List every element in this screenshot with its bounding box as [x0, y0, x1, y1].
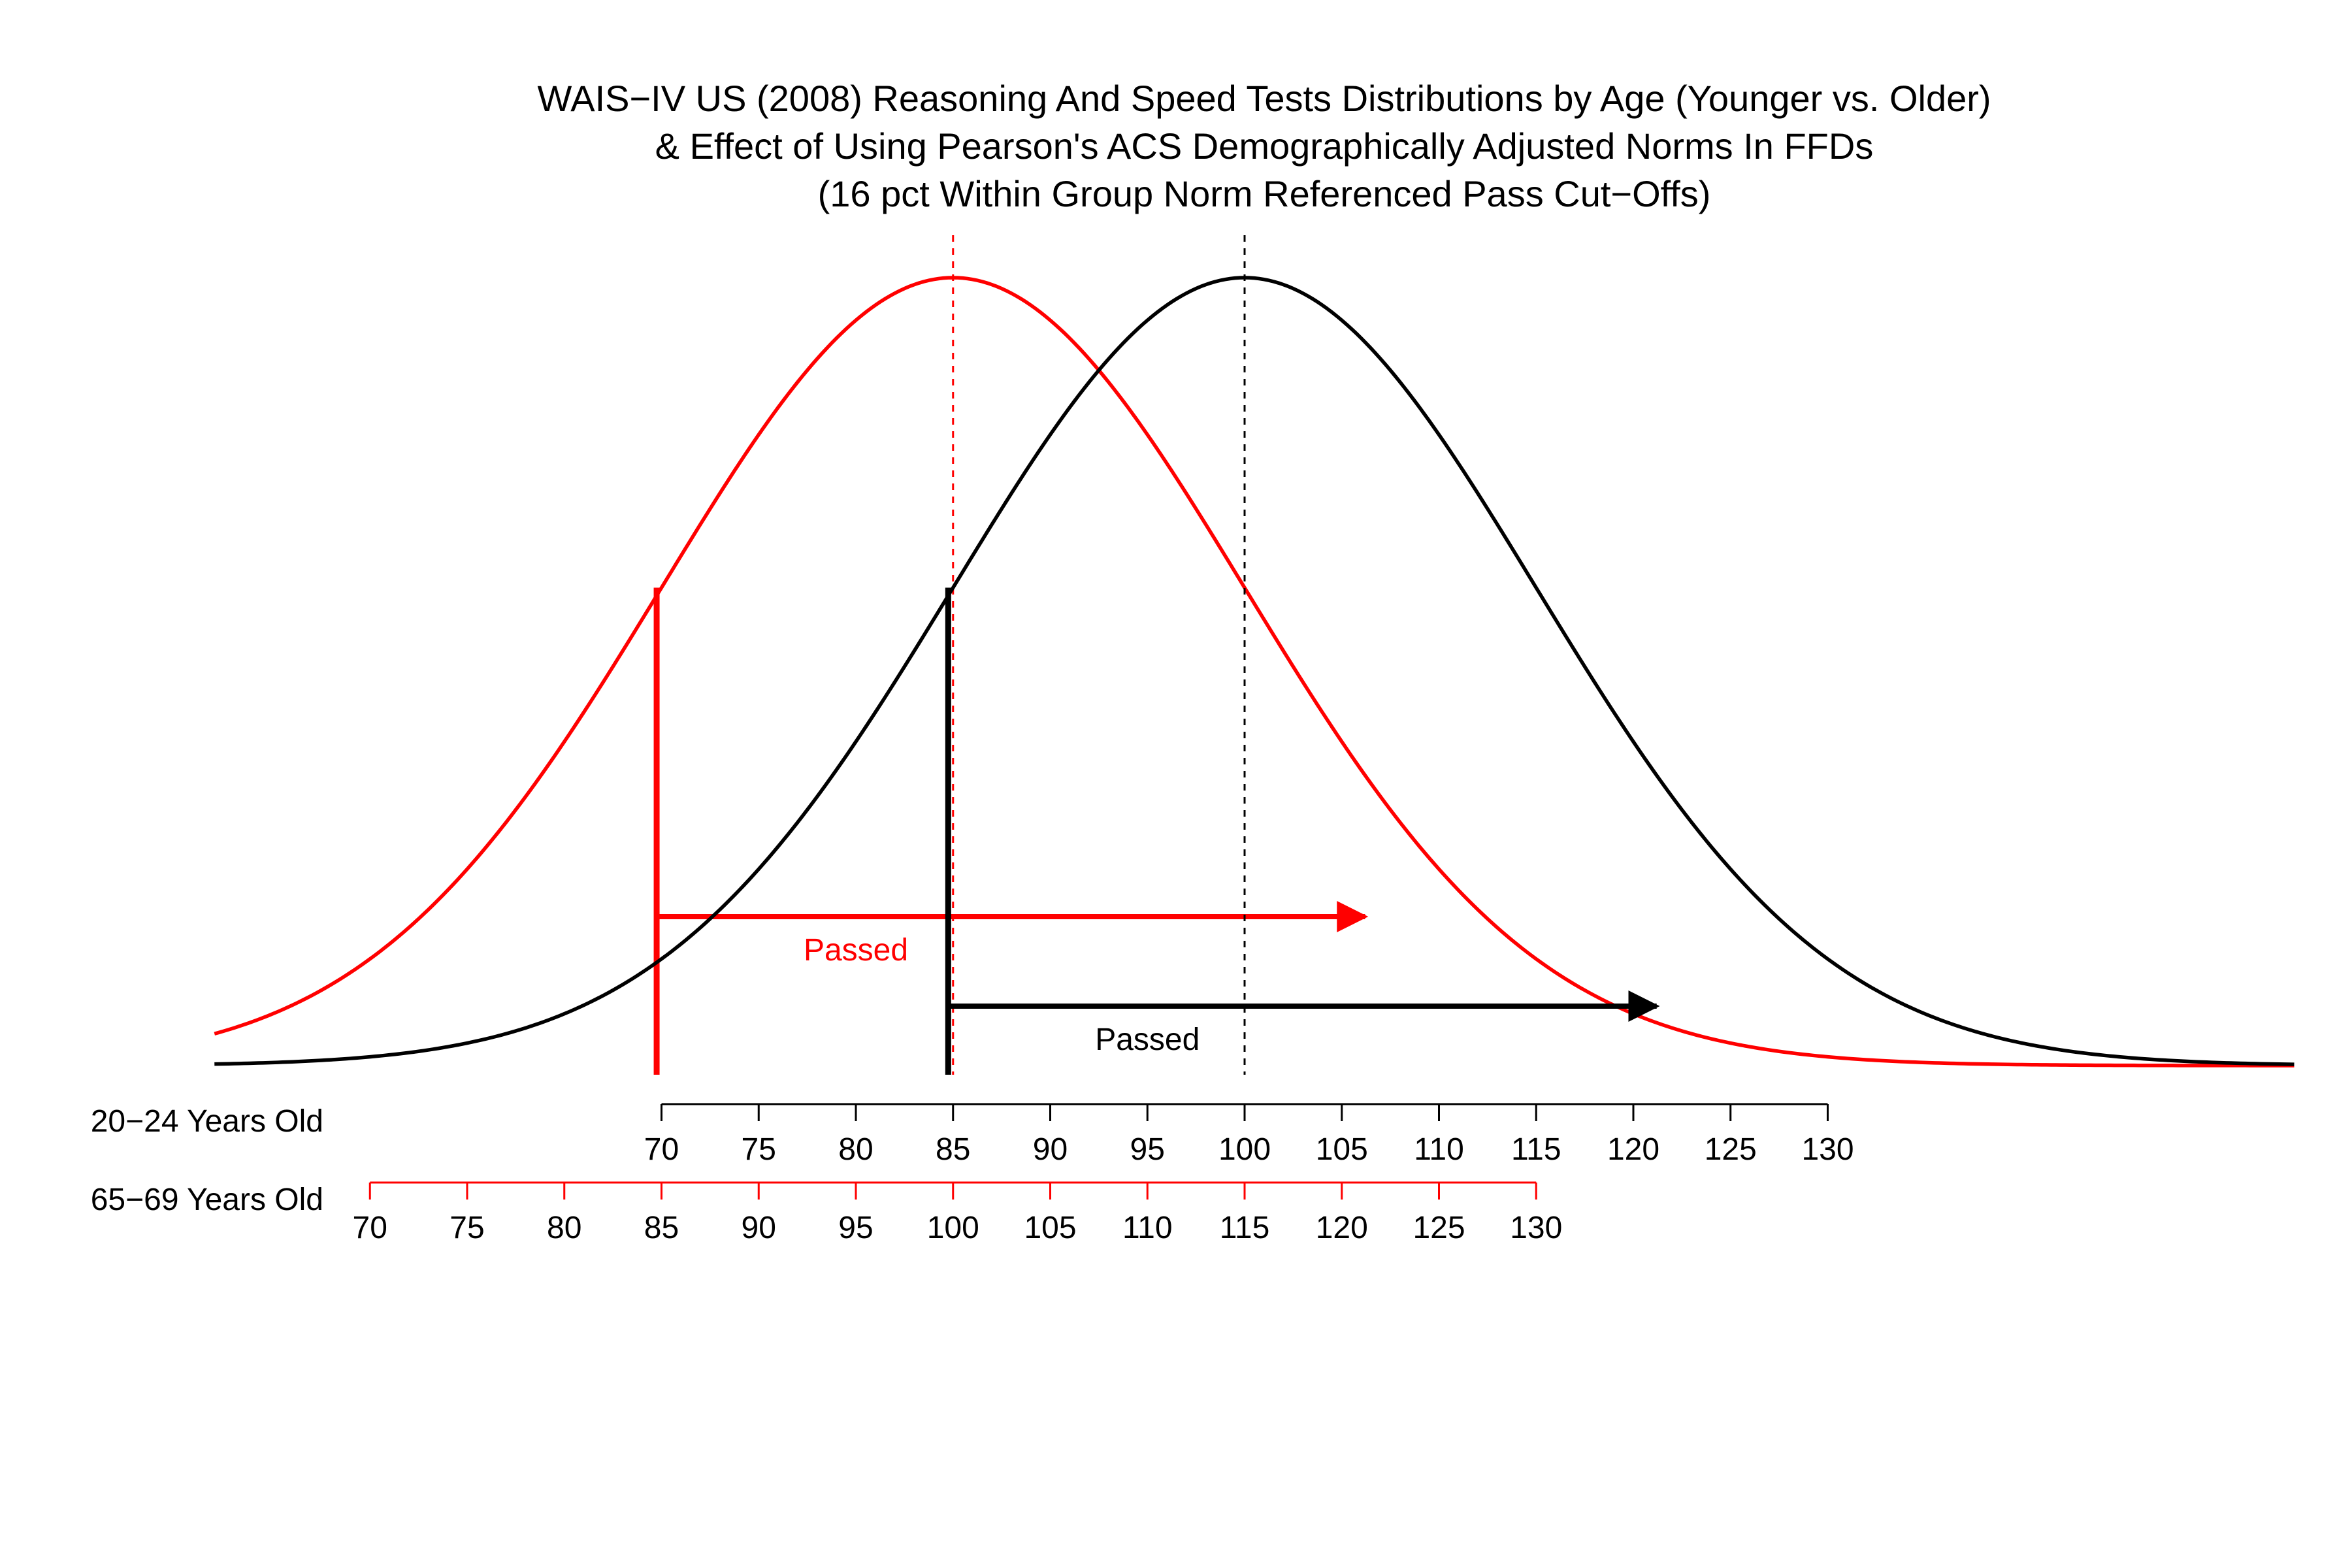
axis-tick-label-older: 115: [1220, 1211, 1270, 1245]
axis-tick-label-older: 120: [1316, 1211, 1368, 1245]
pass-label-older: Passed: [804, 933, 908, 968]
pass-label-younger: Passed: [1095, 1022, 1200, 1057]
axis-tick-label-younger: 120: [1607, 1132, 1659, 1167]
axis-tick-label-younger: 125: [1705, 1132, 1757, 1167]
axis-tick-label-older: 105: [1024, 1211, 1076, 1245]
density-curve-younger: [214, 276, 2295, 1066]
axis-tick-label-older: 70: [353, 1211, 387, 1245]
density-curve-older: [214, 276, 2295, 1068]
axis-tick-label-younger: 100: [1218, 1132, 1271, 1167]
axis-tick-label-older: 130: [1510, 1211, 1562, 1245]
axis-tick-label-younger: 115: [1511, 1132, 1561, 1167]
axis-tick-label-older: 80: [547, 1211, 581, 1245]
axis-tick-label-older: 90: [742, 1211, 776, 1245]
axis-tick-label-younger: 85: [936, 1132, 970, 1167]
axis-tick-label-younger: 110: [1414, 1132, 1464, 1167]
chart-title: WAIS−IV US (2008) Reasoning And Speed Te…: [537, 78, 1991, 214]
axis-tick-label-younger: 80: [838, 1132, 873, 1167]
axis-tick-label-older: 75: [449, 1211, 484, 1245]
axis-tick-label-older: 110: [1122, 1211, 1173, 1245]
axis-tick-label-older: 95: [838, 1211, 873, 1245]
chart-title-line-3: (16 pct Within Group Norm Referenced Pas…: [818, 173, 1711, 214]
axis-label-younger: 20−24 Years Old: [91, 1104, 323, 1139]
axis-tick-label-younger: 70: [644, 1132, 679, 1167]
axis-tick-label-older: 125: [1413, 1211, 1465, 1245]
axis-label-older: 65−69 Years Old: [91, 1183, 323, 1217]
axis-tick-label-younger: 130: [1801, 1132, 1854, 1167]
x-axes: 70 75 80 85 90 95 100 105 110 115 120 125 130 20−24 Y…: [91, 1103, 1854, 1245]
axis-tick-label-younger: 75: [742, 1132, 776, 1167]
axis-tick-label-younger: 105: [1316, 1132, 1368, 1167]
axis-tick-label-younger: 95: [1130, 1132, 1165, 1167]
axis-tick-label-older: 100: [927, 1211, 979, 1245]
chart-title-line-2: & Effect of Using Pearson's ACS Demograp…: [655, 125, 1874, 167]
chart-title-line-1: WAIS−IV US (2008) Reasoning And Speed Te…: [537, 78, 1991, 119]
axis-tick-label-older: 85: [644, 1211, 679, 1245]
axis-tick-label-younger: 90: [1033, 1132, 1068, 1167]
plot-area: Passed Passed: [214, 235, 2295, 1075]
